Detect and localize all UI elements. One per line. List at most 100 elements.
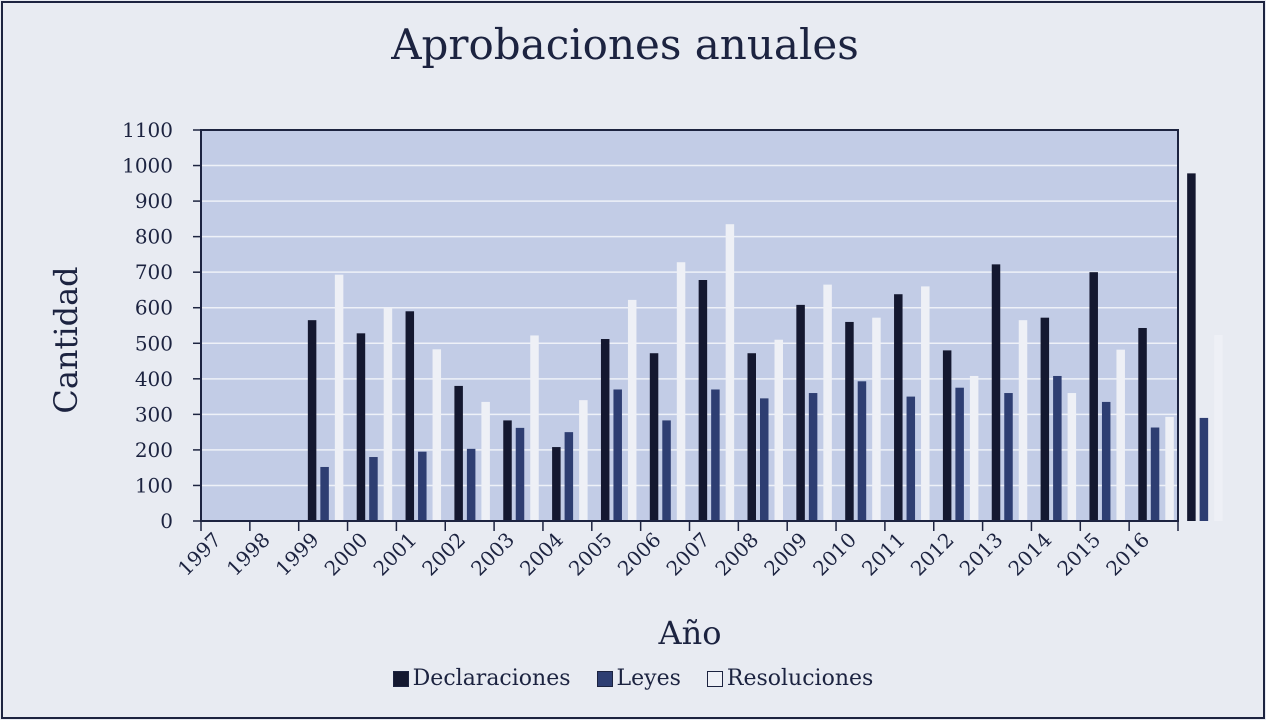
bar-declaraciones (698, 280, 708, 521)
bar-resoluciones (627, 299, 637, 521)
bar-leyes (808, 393, 818, 521)
plot-area (201, 130, 1178, 521)
legend-swatch (706, 670, 723, 687)
x-tick-label: 2008 (710, 528, 763, 581)
bar-resoluciones (872, 317, 881, 521)
x-tick-label: 2006 (613, 528, 666, 581)
bar-declaraciones (845, 321, 854, 521)
bars (307, 173, 1223, 522)
x-tick-label: 2007 (661, 528, 714, 581)
y-tick-label: 200 (135, 438, 173, 462)
bar-leyes (1199, 417, 1209, 521)
bar-declaraciones (405, 311, 415, 521)
bar-resoluciones (481, 401, 490, 521)
y-tick-label: 400 (135, 367, 173, 391)
x-tick-label: 2016 (1101, 528, 1154, 581)
legend-label: Declaraciones (412, 666, 571, 691)
legend: Declaraciones Leyes Resoluciones (0, 666, 1266, 691)
bar-declaraciones (1089, 272, 1098, 521)
bar-resoluciones (1116, 349, 1125, 521)
bar-declaraciones (1138, 327, 1147, 521)
x-tick-label: 2011 (857, 528, 910, 581)
x-axis-label: Año (658, 614, 722, 652)
bar-declaraciones (1040, 317, 1050, 521)
bar-leyes (1004, 393, 1013, 521)
bar-resoluciones (1165, 416, 1174, 521)
bar-leyes (760, 398, 769, 521)
x-tick-labels: 1997199819992000200120022003200420052006… (173, 521, 1179, 581)
x-tick-label: 2013 (955, 528, 1008, 581)
bar-leyes (564, 432, 574, 521)
y-tick-label: 600 (135, 296, 173, 320)
bar-leyes (1150, 427, 1160, 521)
bar-declaraciones (454, 385, 463, 521)
y-axis-label: Cantidad (47, 266, 85, 413)
bar-declaraciones (1187, 173, 1196, 521)
bar-resoluciones (334, 274, 344, 521)
legend-swatch (392, 670, 409, 687)
legend-label: Leyes (616, 666, 681, 691)
bar-declaraciones (796, 304, 805, 521)
bar-leyes (955, 387, 964, 521)
y-tick-labels: 0 100 200 300 400 500 600 700 800 900 1000 1100 (122, 118, 201, 533)
y-tick-label: 800 (135, 225, 173, 249)
x-tick-label: 2005 (564, 528, 617, 581)
y-tick-label: 0 (160, 509, 173, 533)
bar-declaraciones (747, 353, 756, 521)
bar-leyes (515, 427, 525, 521)
x-tick-label: 2002 (417, 528, 470, 581)
bar-leyes (711, 389, 720, 521)
y-tick-label: 1100 (122, 118, 173, 142)
y-tick-label: 1000 (122, 154, 173, 178)
x-tick-label: 2004 (515, 528, 568, 581)
bar-leyes (320, 466, 329, 521)
x-tick-label: 1999 (271, 528, 324, 581)
legend-item-resoluciones: Resoluciones (706, 666, 874, 691)
bar-resoluciones (579, 400, 588, 521)
bar-resoluciones (725, 224, 735, 522)
y-tick-label: 500 (135, 331, 173, 355)
bar-resoluciones (1067, 393, 1077, 521)
bar-leyes (613, 389, 622, 521)
legend-swatch (596, 670, 613, 687)
legend-item-declaraciones: Declaraciones (392, 666, 571, 691)
legend-label: Resoluciones (726, 666, 874, 691)
bar-resoluciones (1214, 335, 1223, 521)
y-tick-label: 700 (135, 260, 173, 284)
bar-leyes (662, 420, 671, 521)
x-tick-label: 2009 (759, 528, 812, 581)
bar-declaraciones (307, 320, 317, 521)
bar-resoluciones (530, 335, 539, 521)
x-tick-label: 1997 (173, 528, 226, 581)
bar-declaraciones (649, 353, 659, 521)
bar-resoluciones (774, 339, 783, 521)
bar-declaraciones (552, 447, 561, 521)
x-tick-label: 1998 (222, 528, 275, 581)
y-tick-label: 300 (135, 402, 173, 426)
bar-leyes (857, 381, 867, 521)
x-tick-label: 2014 (1003, 528, 1056, 581)
bar-resoluciones (1018, 320, 1028, 521)
bar-declaraciones (942, 350, 952, 521)
x-tick-label: 2001 (368, 528, 421, 581)
bar-resoluciones (432, 349, 442, 521)
bar-resoluciones (921, 286, 930, 521)
bar-leyes (906, 396, 916, 521)
x-tick-label: 2000 (320, 528, 373, 581)
legend-item-leyes: Leyes (596, 666, 681, 691)
bar-leyes (369, 457, 378, 521)
bar-leyes (466, 448, 476, 521)
chart-title: Aprobaciones anuales (391, 20, 859, 69)
y-tick-label: 100 (135, 473, 173, 497)
bar-resoluciones (676, 262, 686, 521)
bar-declaraciones (991, 264, 1001, 521)
x-tick-label: 2012 (906, 528, 959, 581)
bar-declaraciones (894, 294, 903, 521)
bar-leyes (1053, 375, 1062, 521)
bar-leyes (418, 451, 427, 521)
bar-resoluciones (823, 284, 832, 521)
x-tick-label: 2015 (1052, 528, 1105, 581)
y-tick-label: 900 (135, 189, 173, 213)
bar-resoluciones (383, 308, 393, 521)
